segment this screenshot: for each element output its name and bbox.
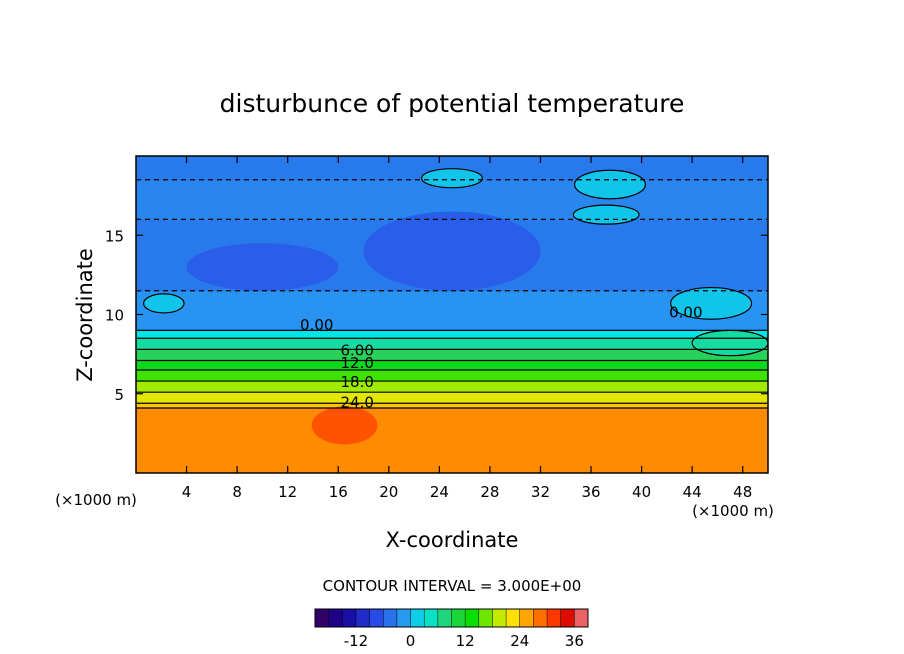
colorbar-tick-label: 24 [510, 632, 529, 650]
colorbar-cell [369, 609, 384, 627]
colorbar-tick-label: -12 [344, 632, 369, 650]
color-feature [670, 286, 753, 320]
x-tick-label: 4 [182, 483, 192, 501]
colorbar-cell [574, 609, 589, 627]
colorbar-cell [355, 609, 370, 627]
chart-title: disturbunce of potential temperature [220, 89, 685, 118]
x-tick-label: 28 [480, 483, 499, 501]
contour-label: 24.0 [340, 394, 373, 412]
colorbar-cell [519, 609, 534, 627]
colorbar-tick-label: 12 [456, 632, 475, 650]
color-layer [136, 290, 768, 331]
x-tick-label: 36 [581, 483, 600, 501]
color-layer [136, 381, 768, 393]
colorbar-cell [465, 609, 480, 627]
x-tick-label: 16 [329, 483, 348, 501]
color-feature [574, 169, 646, 200]
color-layer [136, 349, 768, 361]
colorbar-cell [328, 609, 343, 627]
colorbar-cell [315, 609, 330, 627]
color-layer [136, 408, 768, 473]
colorbar-cell [451, 609, 466, 627]
colorbar-tick-label: 0 [406, 632, 416, 650]
colorbar-cell [383, 609, 398, 627]
contour-label: 18.0 [340, 373, 373, 391]
color-feature [691, 329, 768, 357]
color-feature [186, 243, 339, 291]
x-tick-label: 32 [531, 483, 550, 501]
colorbar-cell [410, 609, 425, 627]
contour-lines [136, 179, 768, 409]
contour-label: 0.00 [669, 303, 702, 321]
contour-label: 12.0 [340, 354, 373, 372]
contour-label: 6.00 [340, 341, 373, 359]
x-tick-label: 24 [430, 483, 449, 501]
colorbar-cell [437, 609, 452, 627]
colorbar-cell [506, 609, 521, 627]
color-layer [136, 403, 768, 409]
color-feature [572, 204, 640, 225]
plot-area [136, 156, 768, 473]
x-tick-label: 8 [232, 483, 242, 501]
contour-label: 0.00 [300, 316, 333, 334]
colorbar-cell [478, 609, 493, 627]
colorbar-tick-labels: -12 0 12 24 36 [344, 632, 584, 650]
y-tick-label: 5 [114, 386, 124, 404]
color-layer [136, 360, 768, 371]
color-feature [142, 293, 185, 314]
x-axis-ticks: 4 8 12 16 20 24 28 32 36 40 44 48 [182, 156, 752, 501]
color-layer [136, 330, 768, 339]
colorbar-tick-label: 36 [565, 632, 584, 650]
x-axis-label: X-coordinate [386, 528, 519, 552]
z-axis-unit-label: (×1000 m) [692, 502, 774, 520]
x-tick-label: 48 [733, 483, 752, 501]
color-layer [136, 338, 768, 350]
colorbar [314, 608, 589, 628]
x-tick-label: 20 [379, 483, 398, 501]
colorbar-cell [342, 609, 357, 627]
y-tick-label: 15 [105, 227, 124, 245]
y-tick-label: 10 [105, 307, 124, 325]
colorbar-cell [424, 609, 439, 627]
y-axis-label: Z-coordinate [73, 248, 97, 382]
x-tick-label: 40 [632, 483, 651, 501]
color-feature [311, 406, 378, 445]
color-layer [136, 392, 768, 404]
colorbar-cell [396, 609, 411, 627]
colorbar-cell [492, 609, 507, 627]
color-feature [421, 168, 483, 189]
colorbar-cell [533, 609, 548, 627]
x-tick-label: 44 [683, 483, 702, 501]
colorbar-cell [560, 609, 575, 627]
colorbar-cell [547, 609, 562, 627]
color-feature [363, 211, 541, 291]
x-axis-unit-label: (×1000 m) [55, 491, 137, 509]
colorbar-frame [314, 608, 589, 628]
color-layer [136, 369, 768, 382]
x-tick-label: 12 [278, 483, 297, 501]
color-features [142, 168, 768, 445]
y-axis-ticks: 5 10 15 [105, 227, 768, 404]
contour-interval-text: CONTOUR INTERVAL = 3.000E+00 [323, 577, 582, 595]
